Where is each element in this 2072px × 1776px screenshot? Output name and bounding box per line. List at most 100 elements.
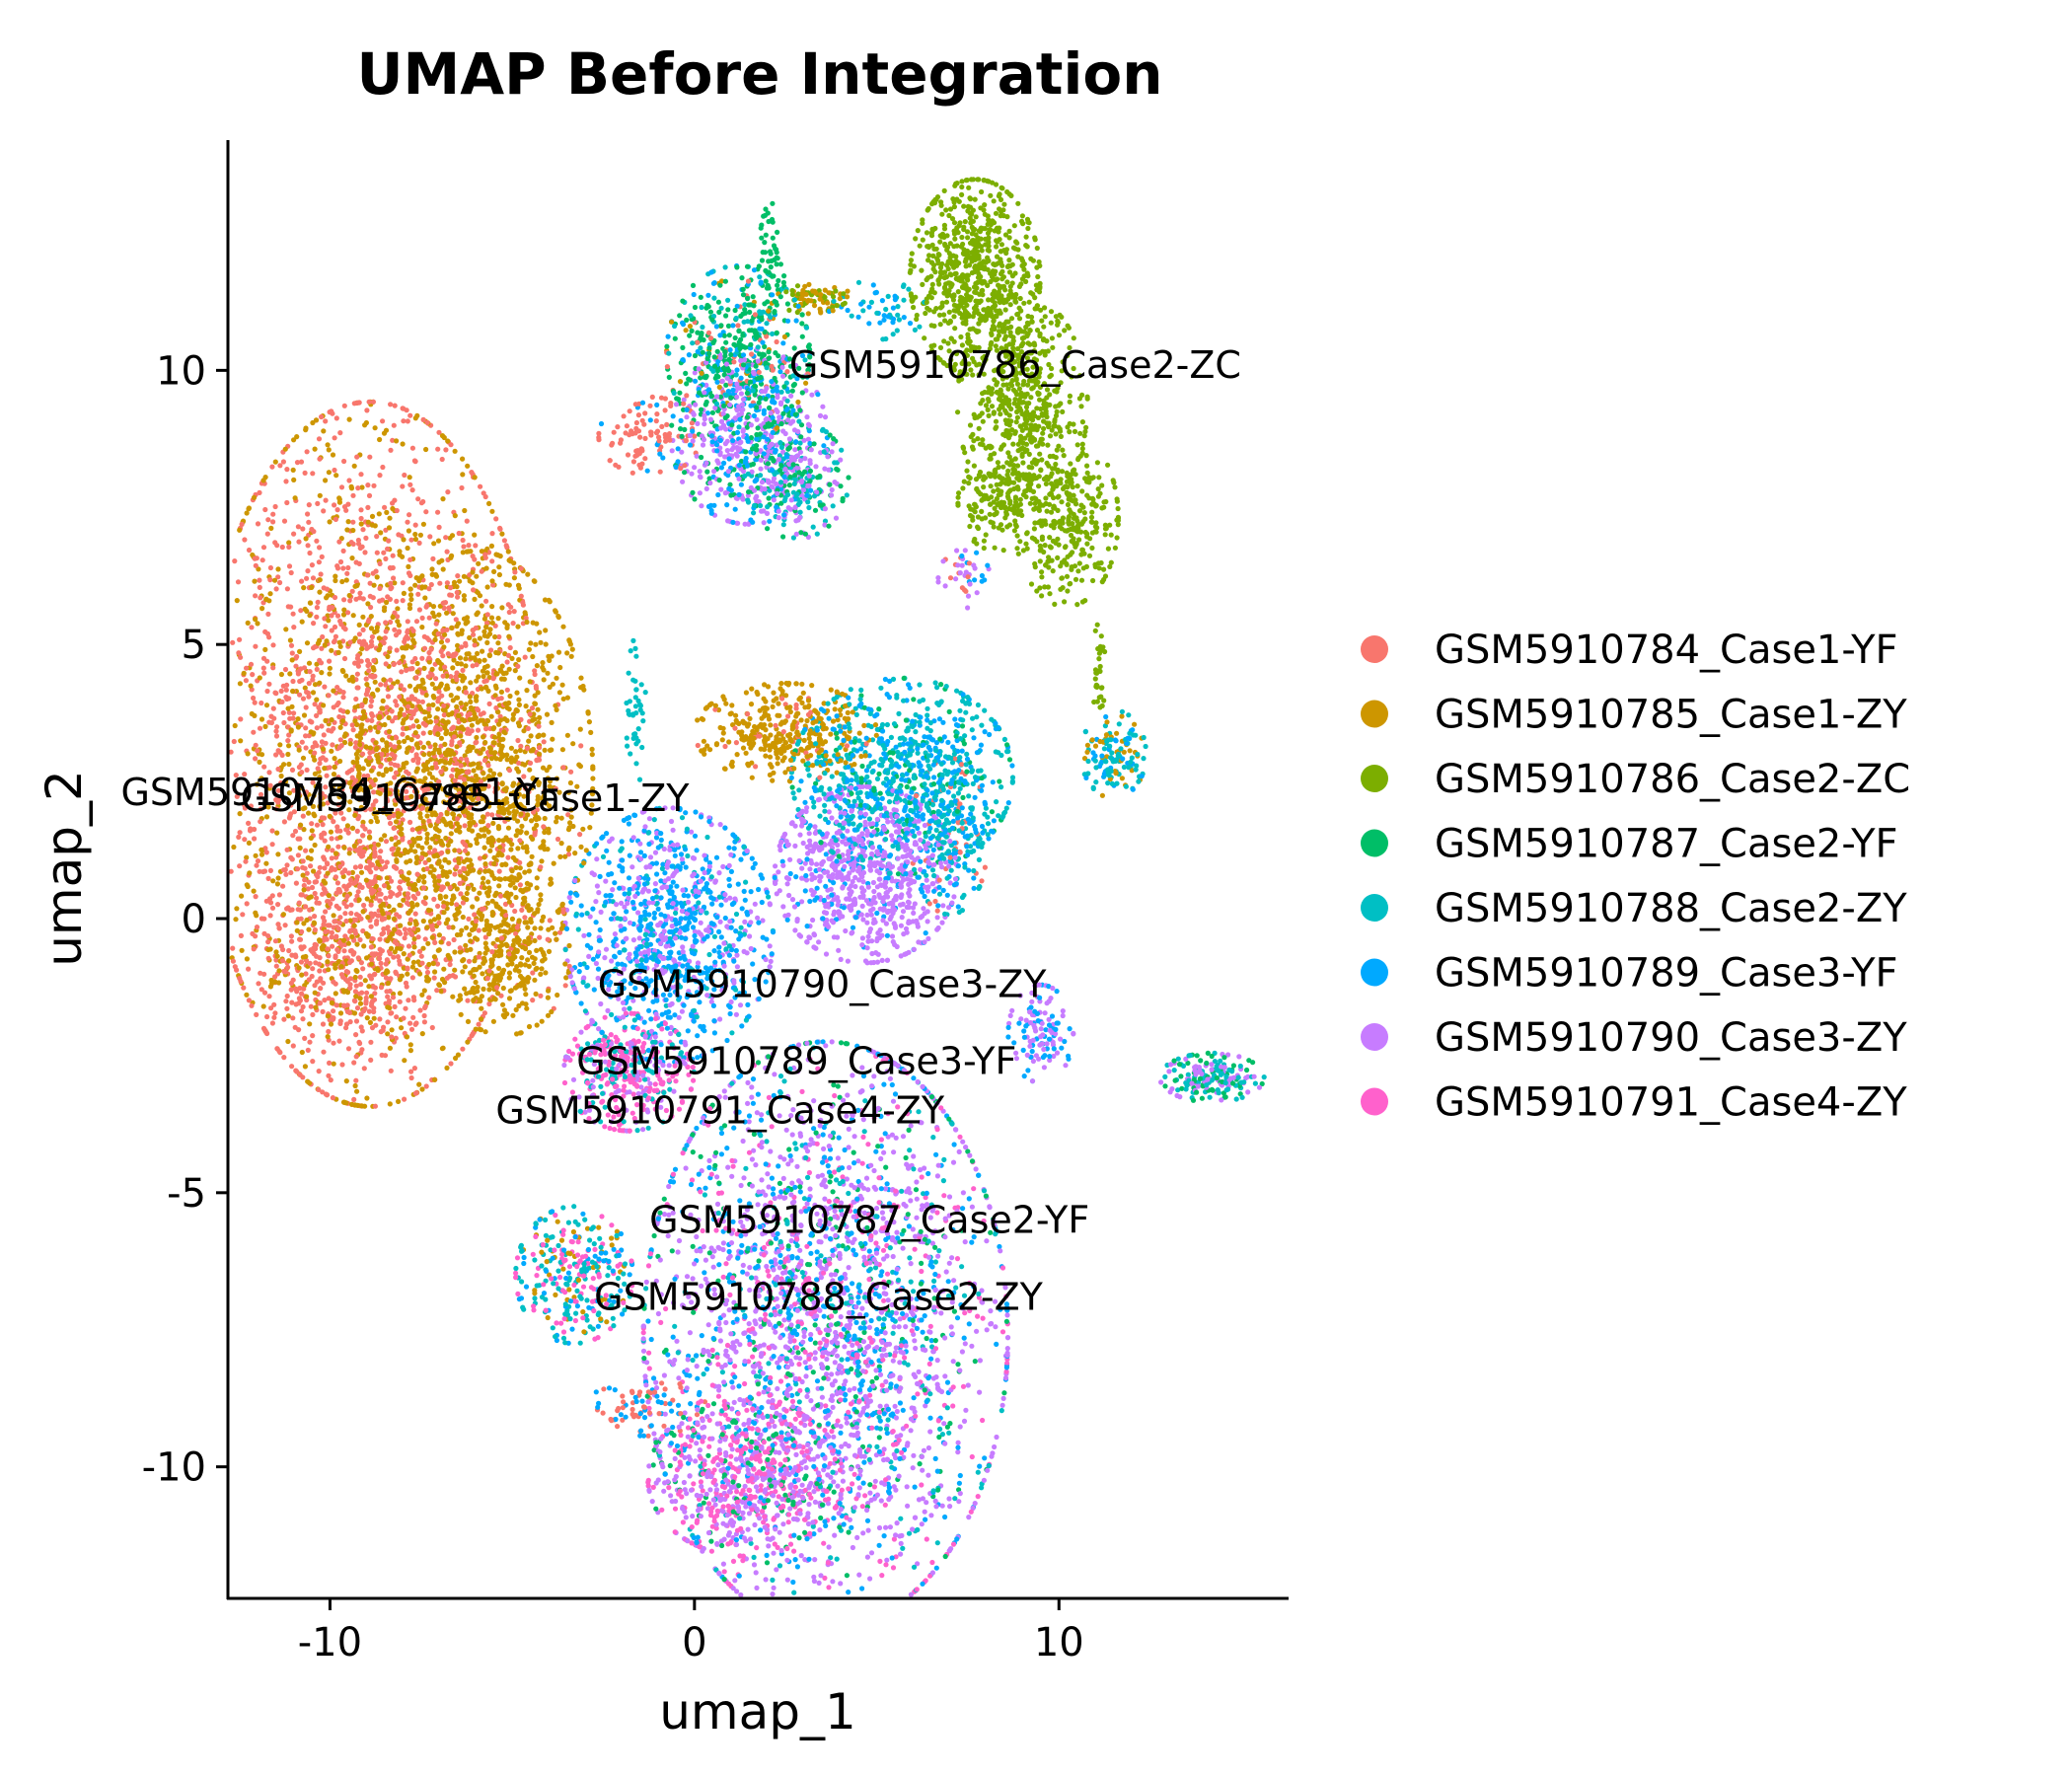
data-point — [709, 1347, 715, 1353]
data-point — [475, 936, 481, 942]
data-point — [368, 902, 374, 908]
data-point — [380, 698, 386, 704]
data-point — [459, 484, 465, 491]
data-point — [395, 679, 401, 685]
data-point — [746, 1417, 752, 1423]
data-point — [571, 1204, 577, 1210]
data-point — [419, 1031, 425, 1037]
data-point — [363, 535, 369, 542]
data-point — [838, 1496, 844, 1502]
data-point — [446, 940, 452, 947]
data-point — [631, 905, 637, 912]
data-point — [632, 703, 639, 709]
data-point — [580, 1309, 586, 1315]
data-point — [642, 435, 648, 441]
data-point — [798, 530, 804, 536]
data-point — [1089, 545, 1095, 552]
data-point — [1007, 302, 1013, 308]
data-point — [751, 1147, 757, 1153]
data-point — [419, 992, 425, 998]
data-point — [323, 624, 329, 629]
data-point — [928, 273, 934, 279]
data-point — [939, 920, 945, 925]
data-point — [901, 315, 907, 321]
data-point — [716, 1180, 722, 1186]
data-point — [416, 540, 422, 547]
data-point — [465, 1018, 472, 1024]
data-point — [262, 646, 268, 653]
data-point — [822, 414, 829, 420]
data-point — [596, 437, 602, 443]
data-point — [827, 786, 833, 792]
data-point — [807, 1186, 813, 1192]
data-point — [386, 525, 393, 531]
data-point — [1044, 387, 1051, 393]
data-point — [516, 871, 522, 878]
data-point — [362, 550, 368, 555]
data-point — [1012, 270, 1018, 276]
data-point — [599, 1214, 605, 1220]
data-point — [310, 575, 317, 581]
data-point — [932, 898, 938, 905]
data-point — [310, 1011, 316, 1017]
data-point — [294, 434, 300, 440]
data-point — [1002, 307, 1008, 313]
data-point — [832, 460, 838, 466]
data-point — [1043, 1027, 1049, 1033]
data-point — [776, 869, 781, 875]
data-point — [597, 1235, 603, 1241]
data-point — [905, 1503, 911, 1509]
data-point — [358, 916, 364, 922]
data-point — [854, 1463, 861, 1469]
data-point — [795, 1069, 801, 1074]
data-point — [796, 1178, 802, 1184]
data-point — [850, 1116, 855, 1122]
data-point — [1093, 765, 1099, 771]
data-point — [735, 323, 741, 329]
data-point — [407, 745, 412, 751]
data-point — [742, 897, 748, 903]
data-point — [975, 1494, 981, 1500]
data-point — [489, 604, 495, 610]
data-point — [852, 1209, 858, 1215]
data-point — [322, 838, 328, 844]
data-point — [512, 649, 519, 656]
data-point — [329, 748, 334, 754]
data-point — [970, 780, 976, 787]
data-point — [870, 879, 877, 886]
data-point — [675, 446, 681, 452]
data-point — [1108, 532, 1114, 538]
data-point — [805, 1174, 811, 1180]
data-point — [812, 507, 819, 513]
data-point — [890, 332, 896, 337]
data-point — [357, 595, 363, 601]
data-point — [869, 737, 876, 743]
data-point — [653, 835, 660, 841]
data-point — [989, 1453, 995, 1459]
data-point — [484, 584, 490, 590]
data-point — [562, 983, 568, 989]
data-point — [835, 842, 841, 849]
data-point — [499, 531, 505, 537]
data-point — [957, 707, 963, 713]
data-point — [959, 179, 965, 185]
data-point — [906, 1530, 913, 1536]
data-point — [449, 742, 455, 748]
data-point — [927, 1415, 933, 1421]
data-point — [1079, 419, 1085, 425]
data-point — [779, 758, 786, 764]
data-point — [243, 678, 249, 684]
data-point — [794, 1255, 800, 1261]
data-point — [458, 733, 464, 739]
data-point — [708, 1538, 714, 1544]
data-point — [766, 894, 772, 900]
data-point — [1089, 737, 1095, 743]
data-point — [659, 1507, 665, 1513]
data-point — [1074, 602, 1080, 608]
data-point — [878, 1155, 884, 1161]
data-point — [605, 1112, 611, 1118]
data-point — [540, 660, 546, 666]
data-point — [333, 633, 338, 639]
data-point — [850, 1544, 856, 1551]
data-point — [385, 1031, 391, 1037]
